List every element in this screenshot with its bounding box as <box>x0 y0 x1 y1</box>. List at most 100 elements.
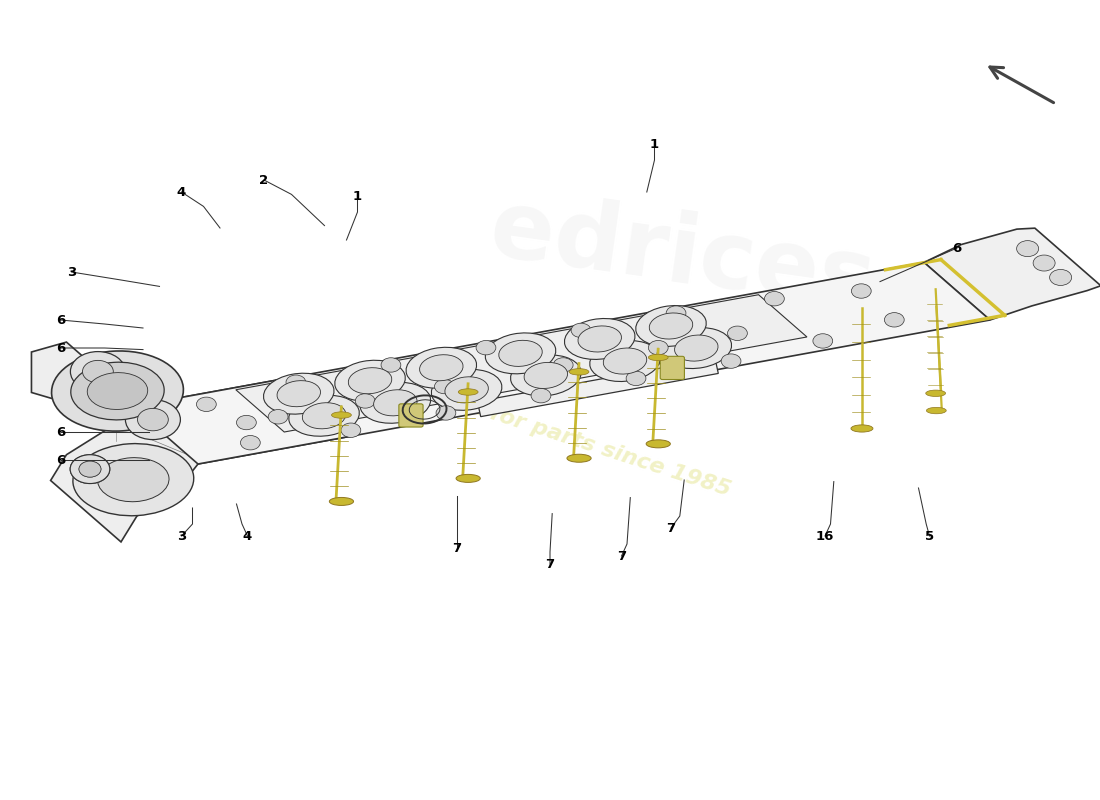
Ellipse shape <box>603 348 647 374</box>
Ellipse shape <box>331 412 351 418</box>
Circle shape <box>197 397 217 411</box>
Circle shape <box>355 394 375 408</box>
Polygon shape <box>477 358 718 417</box>
Ellipse shape <box>569 369 589 375</box>
Circle shape <box>381 358 400 372</box>
Circle shape <box>70 351 125 391</box>
Ellipse shape <box>277 381 320 406</box>
Circle shape <box>476 341 496 355</box>
Polygon shape <box>32 342 198 476</box>
Circle shape <box>268 410 288 424</box>
Circle shape <box>553 358 573 372</box>
Circle shape <box>434 379 454 394</box>
Circle shape <box>138 408 168 430</box>
Ellipse shape <box>578 326 621 352</box>
Ellipse shape <box>87 373 147 410</box>
Polygon shape <box>235 294 807 432</box>
Circle shape <box>79 461 101 477</box>
Ellipse shape <box>674 335 718 361</box>
Circle shape <box>667 306 686 320</box>
Ellipse shape <box>329 498 353 506</box>
Circle shape <box>125 399 180 439</box>
Ellipse shape <box>459 389 478 395</box>
Circle shape <box>1033 255 1055 271</box>
Polygon shape <box>132 262 990 464</box>
Ellipse shape <box>485 333 556 374</box>
Circle shape <box>241 435 261 450</box>
Circle shape <box>70 454 110 483</box>
Ellipse shape <box>302 402 345 429</box>
Circle shape <box>626 371 646 386</box>
Text: 6: 6 <box>56 314 65 326</box>
Circle shape <box>571 323 591 338</box>
Circle shape <box>813 334 833 348</box>
Circle shape <box>884 313 904 327</box>
Circle shape <box>236 415 256 430</box>
Ellipse shape <box>444 377 488 403</box>
Text: 6: 6 <box>953 242 961 254</box>
Text: 7: 7 <box>667 522 675 534</box>
Ellipse shape <box>456 474 481 482</box>
Text: 6: 6 <box>56 342 65 354</box>
Text: 16: 16 <box>816 530 834 542</box>
Ellipse shape <box>646 440 670 448</box>
Text: 3: 3 <box>177 530 186 542</box>
Ellipse shape <box>851 425 873 432</box>
Ellipse shape <box>590 341 660 382</box>
Ellipse shape <box>406 347 476 388</box>
Text: edrices: edrices <box>484 183 880 329</box>
Circle shape <box>341 423 361 438</box>
Text: 4: 4 <box>243 530 252 542</box>
Ellipse shape <box>70 362 164 420</box>
Ellipse shape <box>419 354 463 381</box>
Ellipse shape <box>649 313 693 339</box>
FancyBboxPatch shape <box>399 404 424 427</box>
FancyBboxPatch shape <box>660 356 684 379</box>
Ellipse shape <box>349 368 392 394</box>
Text: 7: 7 <box>617 550 626 562</box>
Circle shape <box>722 354 741 368</box>
Ellipse shape <box>334 360 405 401</box>
Text: 3: 3 <box>67 266 76 278</box>
Ellipse shape <box>289 395 360 436</box>
Ellipse shape <box>636 306 706 346</box>
Circle shape <box>764 291 784 306</box>
Ellipse shape <box>52 351 184 431</box>
Circle shape <box>648 341 668 355</box>
Ellipse shape <box>661 328 732 369</box>
Polygon shape <box>51 378 356 542</box>
Ellipse shape <box>926 407 946 414</box>
Circle shape <box>286 375 306 390</box>
Text: 4: 4 <box>177 186 186 198</box>
Circle shape <box>851 284 871 298</box>
Ellipse shape <box>566 454 591 462</box>
Ellipse shape <box>431 370 502 410</box>
Circle shape <box>70 454 110 483</box>
Text: 6: 6 <box>56 426 65 438</box>
Ellipse shape <box>498 340 542 366</box>
Text: 5: 5 <box>925 530 934 542</box>
Text: 7: 7 <box>452 542 461 554</box>
Ellipse shape <box>360 382 430 423</box>
Ellipse shape <box>374 390 417 416</box>
Ellipse shape <box>926 390 946 397</box>
Circle shape <box>1016 241 1038 257</box>
Circle shape <box>1049 270 1071 286</box>
Circle shape <box>531 389 551 403</box>
Text: a passion for parts since 1985: a passion for parts since 1985 <box>367 364 733 500</box>
Ellipse shape <box>564 318 635 359</box>
Ellipse shape <box>73 444 194 516</box>
Circle shape <box>436 406 455 420</box>
Ellipse shape <box>98 458 169 502</box>
Ellipse shape <box>524 362 568 389</box>
Text: 2: 2 <box>260 174 268 186</box>
Text: 1: 1 <box>353 190 362 202</box>
Circle shape <box>727 326 747 341</box>
Circle shape <box>82 360 113 382</box>
Text: 1: 1 <box>650 138 659 150</box>
Ellipse shape <box>264 374 334 414</box>
Polygon shape <box>924 228 1100 320</box>
Text: 7: 7 <box>546 558 554 570</box>
Ellipse shape <box>510 355 581 396</box>
Circle shape <box>79 461 101 477</box>
